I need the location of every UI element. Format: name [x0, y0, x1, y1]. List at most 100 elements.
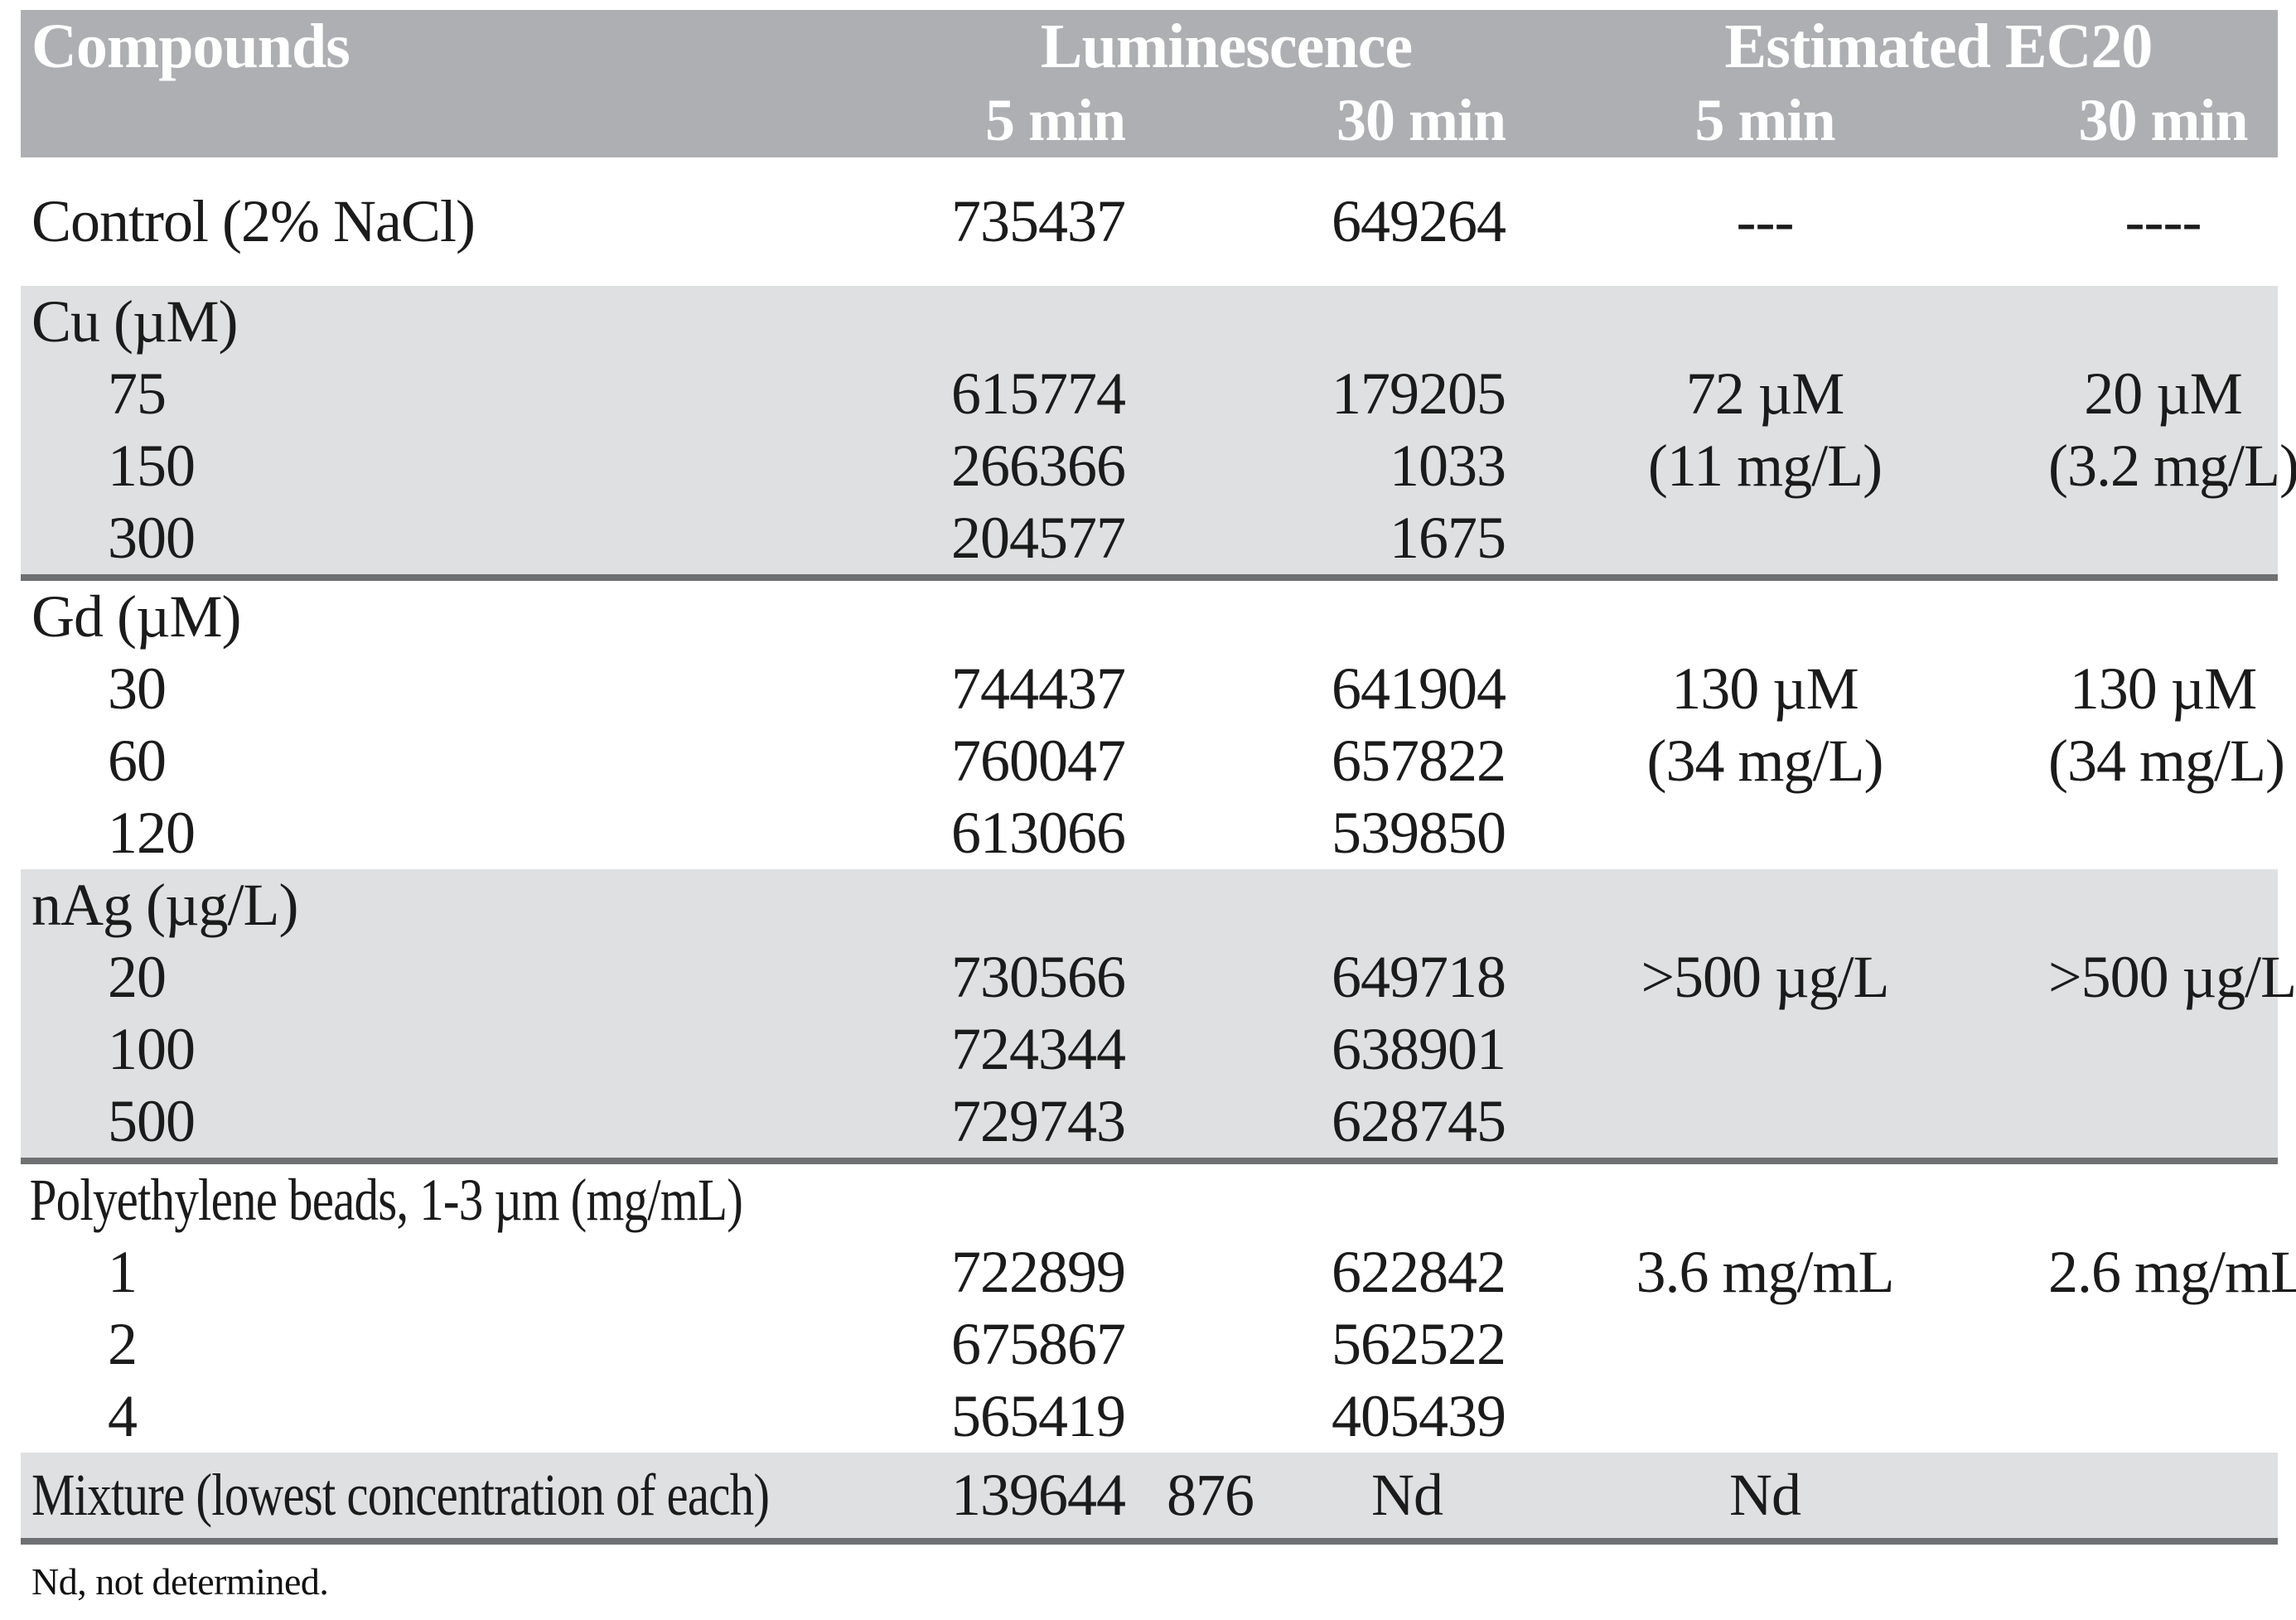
column-header-ec20-5min: 5 min	[1694, 87, 1835, 153]
section-header-text: Polyethylene beads, 1-3 µm (mg/mL)	[29, 1167, 743, 1233]
luminescence-30min-value: 649264	[1332, 188, 1506, 254]
ec20-5min-value: 72 µM	[1685, 360, 1845, 427]
row-label: 30	[108, 655, 167, 722]
luminescence-30min-value: 539850	[1332, 800, 1506, 866]
ec20-5min-value: (11 mg/L)	[1647, 433, 1883, 499]
row-label: 1	[108, 1239, 138, 1305]
table-row: 2 675867 562522	[21, 1308, 2278, 1381]
column-header-ec20-30min: 30 min	[2078, 87, 2248, 153]
section-header-text: nAg (µg/L)	[31, 872, 298, 938]
table-header-sub-row: 5 min 30 min 5 min 30 min	[21, 84, 2278, 157]
column-group-estimated-ec20: Estimated EC20	[1724, 12, 2153, 81]
table-row: 4 565419 405439	[21, 1381, 2278, 1453]
luminescence-5min-value: 204577	[951, 505, 1126, 571]
luminescence-5min-value: 139644	[951, 1462, 1126, 1528]
row-label: 300	[108, 505, 196, 571]
section-rule	[21, 574, 2278, 581]
luminescence-5min-value: 675867	[951, 1311, 1126, 1377]
column-header-compounds: Compounds	[31, 12, 350, 81]
section-header-text: Gd (µM)	[31, 583, 241, 650]
luminescence-30min-value: 405439	[1332, 1383, 1506, 1449]
ec20-30min-value: (3.2 mg/L)	[2048, 433, 2296, 499]
luminescence-30min-value: 1675	[1390, 505, 1506, 571]
luminescence-5min-value: 565419	[951, 1383, 1126, 1449]
luminescence-30min-value: 657822	[1332, 728, 1506, 794]
luminescence-5min-value: 760047	[951, 728, 1126, 794]
column-header-luminescence-5min: 5 min	[984, 87, 1126, 153]
luminescence-5min-value: 744437	[951, 655, 1126, 722]
table-header-group-row: Compounds Luminescence Estimated EC20	[21, 10, 2278, 84]
luminescence-30min-value: 1033	[1390, 433, 1506, 499]
ec20-30min-value: 130 µM	[2069, 655, 2258, 722]
ec20-5min-value: (34 mg/L)	[1646, 728, 1884, 794]
table-sections: Cu (µM) 75 615774 179205 72 µM 20 µM 150 266366…	[21, 286, 2296, 1453]
table-section: nAg (µg/L) 20 730566 649718 >500 µg/L >500 µg…	[21, 869, 2296, 1158]
table-row-mixture: Mixture (lowest concentration of each) 1…	[21, 1453, 2278, 1538]
luminescence-5min-value: 724344	[951, 1016, 1126, 1082]
ec20-30min-value: ----	[2124, 188, 2202, 254]
table-row: 120 613066 539850	[21, 797, 2278, 869]
luminescence-5min-value: 730566	[951, 944, 1126, 1010]
row-label: 4	[108, 1383, 138, 1449]
section-header-row: Polyethylene beads, 1-3 µm (mg/mL)	[21, 1164, 2278, 1236]
section-header-row: Gd (µM)	[21, 581, 2278, 653]
section-header-text: Cu (µM)	[31, 288, 238, 355]
table-row: 75 615774 179205 72 µM 20 µM	[21, 358, 2278, 430]
column-group-luminescence: Luminescence	[1040, 12, 1413, 81]
luminescence-5min-value: 735437	[951, 188, 1126, 254]
table-section: Polyethylene beads, 1-3 µm (mg/mL) 1 72289…	[21, 1164, 2296, 1453]
table-section: Cu (µM) 75 615774 179205 72 µM 20 µM 150 266366…	[21, 286, 2296, 574]
section-rule	[21, 1158, 2278, 1164]
ec20-30min-value: 2.6 mg/mL	[2048, 1239, 2296, 1305]
section-header-row: Cu (µM)	[21, 286, 2278, 358]
row-label: 500	[108, 1088, 196, 1154]
ec20-5min-value: 130 µM	[1671, 655, 1859, 722]
ec20-5min-value: Nd	[1729, 1462, 1801, 1528]
ec20-5min-value: ---	[1736, 188, 1795, 254]
table-row: 300 204577 1675	[21, 502, 2278, 574]
table-footnote: Nd, not determined.	[31, 1560, 329, 1603]
misplaced-value: 876	[1167, 1462, 1254, 1528]
ec20-30min-value: (34 mg/L)	[2048, 728, 2285, 794]
luminescence-5min-value: 615774	[951, 360, 1126, 427]
ec20-30min-value: 20 µM	[2084, 360, 2243, 427]
row-label: 75	[108, 360, 167, 427]
table-row: 150 266366 1033 (11 mg/L) (3.2 mg/L)	[21, 430, 2296, 502]
luminescence-5min-value: 266366	[951, 433, 1126, 499]
table-row: 100 724344 638901	[21, 1013, 2278, 1086]
luminescence-30min-value: 622842	[1332, 1239, 1506, 1305]
table-row-control: Control (2% NaCl) 735437 649264 --- ----	[21, 157, 2278, 286]
column-header-luminescence-30min: 30 min	[1336, 87, 1506, 153]
row-label-text: Mixture (lowest concentration of each)	[31, 1462, 770, 1528]
compounds-table: Compounds Luminescence Estimated EC20 5 …	[21, 10, 2296, 1603]
ec20-5min-value: 3.6 mg/mL	[1636, 1239, 1895, 1305]
row-label-text: Control (2% NaCl)	[31, 188, 476, 254]
table-section: Gd (µM) 30 744437 641904 130 µM 130 µM 60 76004…	[21, 581, 2285, 869]
luminescence-5min-value: 613066	[951, 800, 1126, 866]
luminescence-30min-value: 649718	[1332, 944, 1506, 1010]
row-label: 20	[108, 944, 167, 1010]
luminescence-30min-value: 628745	[1332, 1088, 1506, 1154]
ec20-30min-value: >500 µg/L	[2048, 944, 2296, 1010]
luminescence-30min-value: 641904	[1332, 655, 1506, 722]
luminescence-5min-value: 729743	[951, 1088, 1126, 1154]
table-row: 60 760047 657822 (34 mg/L) (34 mg/L)	[21, 725, 2285, 797]
table-row: 500 729743 628745	[21, 1086, 2278, 1158]
luminescence-30min-value: 179205	[1332, 360, 1506, 427]
luminescence-30min-value: 638901	[1332, 1016, 1506, 1082]
row-label: Control (2% NaCl)	[21, 187, 895, 256]
table-row: 20 730566 649718 >500 µg/L >500 µg/L	[21, 941, 2296, 1013]
table-row: 1 722899 622842 3.6 mg/mL 2.6 mg/mL	[21, 1236, 2296, 1308]
luminescence-30min-value: Nd	[1371, 1462, 1443, 1528]
luminescence-5min-value: 722899	[951, 1239, 1126, 1305]
ec20-5min-value: >500 µg/L	[1641, 944, 1889, 1010]
row-label: 60	[108, 728, 167, 794]
row-label: 120	[108, 800, 196, 866]
bottom-rule	[21, 1538, 2278, 1545]
section-header-row: nAg (µg/L)	[21, 869, 2278, 941]
row-label: 2	[108, 1311, 138, 1377]
luminescence-30min-cell: 876 Nd	[1160, 1461, 1558, 1530]
row-label: 100	[108, 1016, 196, 1082]
luminescence-30min-value: 562522	[1332, 1311, 1506, 1377]
row-label: Mixture (lowest concentration of each)	[21, 1461, 895, 1530]
